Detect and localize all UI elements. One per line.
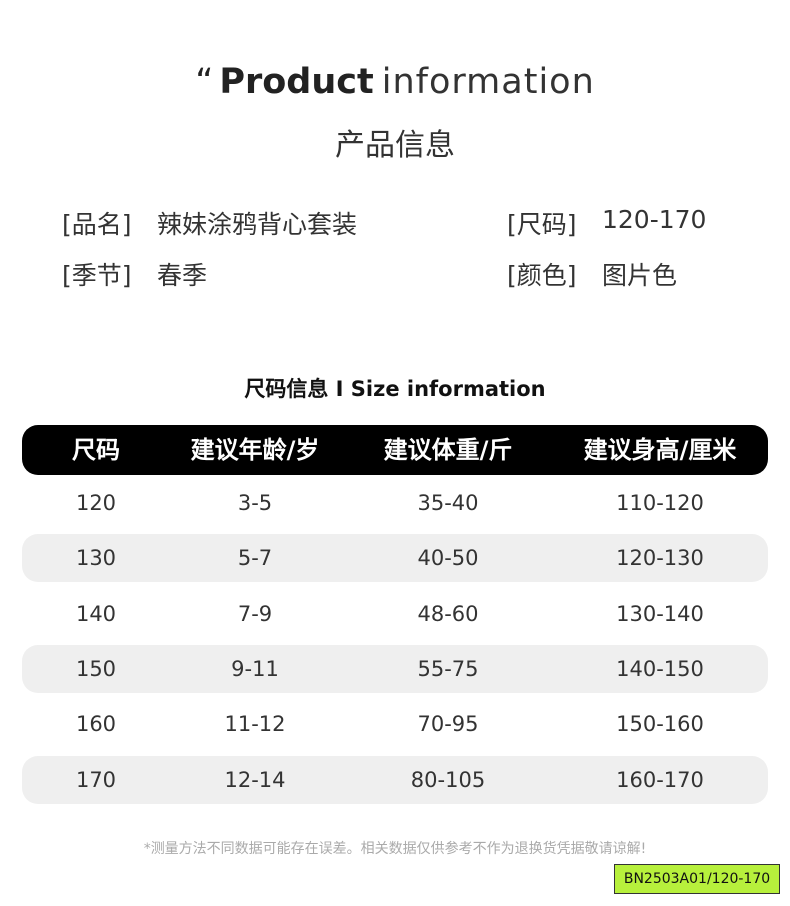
table-row: 150 9-11 55-75 140-150: [22, 644, 768, 693]
header-cell: 建议体重/斤: [383, 436, 513, 464]
table-row: 160 11-12 70-95 150-160: [22, 700, 768, 748]
info-value: 120-170: [602, 205, 707, 234]
table-row: 130 5-7 40-50 120-130: [22, 534, 768, 583]
table-cell: 120: [75, 491, 117, 515]
info-label: [颜色]: [507, 261, 577, 290]
header-cell: 尺码: [72, 436, 120, 464]
subtitle: 产品信息: [335, 128, 455, 163]
header-cell: 建议年龄/岁: [190, 436, 320, 464]
table-cell: 11-12: [224, 712, 286, 737]
sku-tag: BN2503A01/120-170: [614, 864, 780, 894]
info-value: 春季: [157, 261, 208, 290]
table-cell: 160-170: [616, 767, 704, 792]
table-cell: 5-7: [237, 546, 273, 571]
table-cell: 120-130: [616, 546, 704, 571]
table-row: 120 3-5 35-40 110-120: [22, 479, 768, 527]
info-value: 图片色: [602, 261, 678, 290]
table-cell: 130-140: [616, 601, 704, 626]
info-label: [品名]: [62, 210, 132, 239]
table-row: 140 7-9 48-60 130-140: [22, 590, 768, 638]
title-light: information: [381, 62, 595, 102]
table-cell: 110-120: [616, 491, 704, 515]
info-label: [尺码]: [507, 210, 577, 239]
table-cell: 55-75: [417, 656, 479, 681]
info-label: [季节]: [62, 261, 132, 290]
table-cell: 9-11: [231, 656, 279, 681]
header-title: “Product information: [0, 62, 790, 102]
table-cell: 80-105: [410, 767, 486, 792]
info-value: 辣妹涂鸦背心套装: [157, 210, 358, 239]
table-cell: 70-95: [417, 712, 479, 737]
table-cell: 7-9: [237, 601, 273, 626]
table-cell: 140-150: [616, 656, 704, 681]
table-cell: 150: [75, 656, 117, 681]
table-cell: 140: [75, 601, 117, 626]
table-cell: 170: [75, 767, 117, 792]
table-cell: 48-60: [417, 601, 479, 626]
title-bold: Product: [219, 62, 374, 102]
table-row: 170 12-14 80-105 160-170: [22, 755, 768, 804]
note: *测量方法不同数据可能存在误差。相关数据仅供参考不作为退换货凭据敬请谅解!: [143, 841, 647, 857]
table-cell: 35-40: [417, 491, 479, 515]
table-cell: 150-160: [616, 712, 704, 737]
table-cell: 40-50: [417, 546, 479, 571]
quote: “: [195, 62, 214, 102]
table-cell: 3-5: [237, 491, 273, 515]
table-cell: 160: [75, 712, 117, 737]
header-cell: 建议身高/厘米: [583, 436, 737, 464]
table-cell: 130: [75, 546, 117, 571]
table-header: 尺码 建议年龄/岁 建议体重/斤 建议身高/厘米: [22, 425, 768, 475]
table-cell: 12-14: [224, 767, 286, 792]
size-title: 尺码信息 I Size information: [244, 377, 546, 401]
